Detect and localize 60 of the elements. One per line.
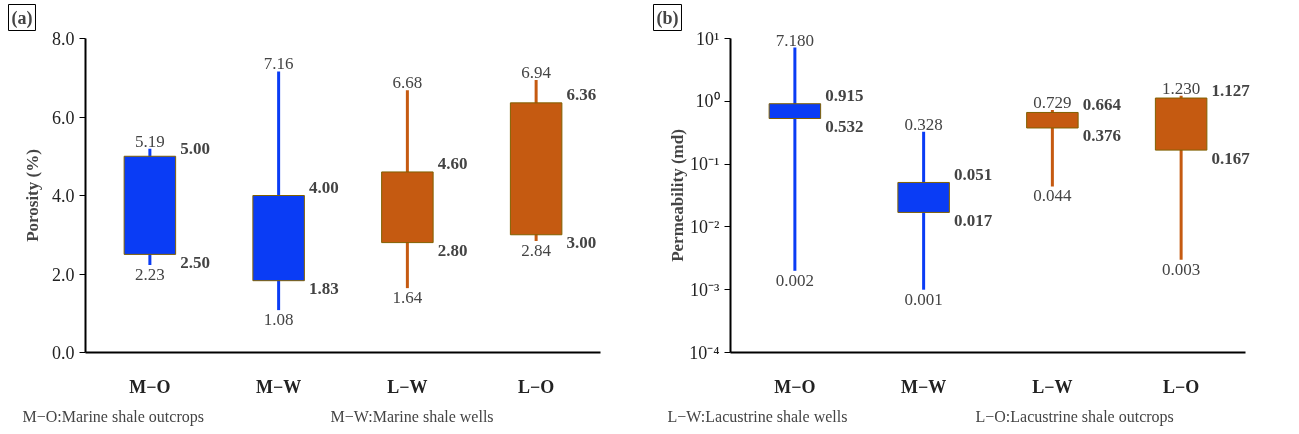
text: 4.00 [308, 178, 339, 197]
y-tick-label: 0.0 [52, 343, 75, 363]
text: 7.180 [775, 30, 814, 50]
text: L−W:Lacustrine shale wells [667, 407, 848, 425]
y-tick-label: 10⁰ [695, 91, 720, 112]
y-axis-title: Porosity (%) [23, 149, 42, 242]
text: 0.044 [1033, 186, 1072, 206]
x-tick-label: L−O [1162, 376, 1200, 397]
text: 1.127 [1211, 80, 1250, 100]
text: 0.532 [825, 117, 864, 137]
y-tick-label: 8.0 [52, 29, 75, 49]
text: 0.915 [825, 86, 864, 106]
x-tick-label: L−W [1032, 376, 1073, 397]
text: M−O:Marine shale outcrops [22, 407, 204, 426]
x-tick-label: M−O [774, 376, 816, 397]
x-tick-label: L−O [517, 376, 555, 397]
text: 0.328 [904, 114, 943, 134]
text: 0.729 [1033, 92, 1072, 112]
text: 2.84 [521, 241, 551, 261]
text: 5.19 [135, 131, 165, 151]
text: 6.36 [566, 85, 597, 105]
text: 2.50 [180, 252, 210, 272]
text: 0.002 [775, 270, 814, 290]
text: 2.80 [437, 241, 468, 261]
text: 6.68 [392, 73, 423, 93]
chart-title: (a) [11, 7, 33, 29]
chart-title: (b) [656, 7, 679, 29]
text: M−W:Marine shale wells [330, 407, 494, 425]
text: 0.003 [1162, 259, 1201, 279]
candlestick [768, 47, 822, 271]
text: 3.00 [566, 233, 597, 253]
x-tick-label: M−O [129, 376, 171, 397]
text: 1.08 [263, 310, 294, 330]
y-tick-label: 10⁻¹ [690, 154, 720, 175]
x-tick-label: M−W [901, 376, 947, 397]
y-tick-label: 6.0 [52, 107, 75, 128]
y-tick-label: 10⁻⁴ [689, 342, 720, 363]
text: L−O:Lacustrine shale outcrops [975, 407, 1174, 426]
text: 1.230 [1162, 78, 1201, 98]
text: 1.64 [392, 288, 423, 308]
text: 0.664 [1082, 94, 1121, 114]
text: 0.051 [953, 164, 993, 184]
y-tick-label: 10¹ [696, 28, 720, 49]
text: 0.167 [1211, 148, 1250, 168]
y-tick-label: 2.0 [52, 264, 75, 285]
text: 0.017 [953, 210, 993, 230]
text: 0.001 [904, 289, 943, 309]
y-tick-label: 4.0 [52, 186, 75, 206]
x-tick-label: L−W [387, 376, 428, 397]
y-axis-title: Permeability (md) [668, 129, 687, 262]
text: 4.60 [437, 154, 468, 174]
text: 6.94 [521, 63, 551, 83]
x-tick-label: M−W [256, 376, 302, 397]
text: 1.83 [308, 279, 339, 299]
text: 7.16 [263, 54, 294, 74]
y-tick-label: 10⁻³ [690, 279, 721, 300]
text: 5.00 [180, 138, 210, 158]
y-tick-label: 10⁻² [690, 216, 720, 237]
text: 0.376 [1082, 126, 1121, 146]
text: 2.23 [135, 264, 165, 284]
